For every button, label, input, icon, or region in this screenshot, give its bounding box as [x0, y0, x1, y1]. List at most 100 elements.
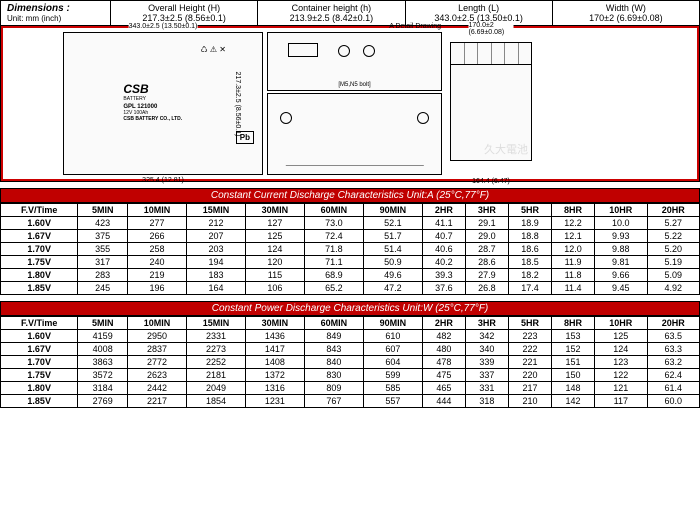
- table-cell: 482: [422, 330, 465, 343]
- table-cell: 10.0: [595, 217, 647, 230]
- table-cell: 4159: [78, 330, 128, 343]
- table-cell: 194: [186, 256, 245, 269]
- table-cell: 9.81: [595, 256, 647, 269]
- table-header: 10HR: [595, 317, 647, 330]
- table-cell: 71.1: [304, 256, 363, 269]
- diagram-left-dims: [7, 32, 59, 175]
- table-cell: 210: [508, 395, 551, 408]
- table-cell: 47.2: [363, 282, 422, 295]
- table-cell: 1417: [245, 343, 304, 356]
- table-cell: 444: [422, 395, 465, 408]
- table-cell: 2769: [78, 395, 128, 408]
- table-cell: 153: [552, 330, 595, 343]
- table-cell: 41.1: [422, 217, 465, 230]
- table-cell: 478: [422, 356, 465, 369]
- table-cell: 604: [363, 356, 422, 369]
- diagram-detail-view: A Detail Drawing [M5,N5 bolt]: [267, 32, 442, 91]
- table-cell: 5.27: [647, 217, 699, 230]
- table-cell: 849: [304, 330, 363, 343]
- table-cell: 50.9: [363, 256, 422, 269]
- table-cell: 40.6: [422, 243, 465, 256]
- table-cell: 63.3: [647, 343, 699, 356]
- table-cell: 11.4: [552, 282, 595, 295]
- table-cell: 2181: [186, 369, 245, 382]
- table-cell: 220: [508, 369, 551, 382]
- dimensions-label: Dimensions : Unit: mm (inch): [1, 1, 111, 25]
- table-header: 5MIN: [78, 204, 128, 217]
- table-cell: 221: [508, 356, 551, 369]
- terminal-neg-icon: [417, 112, 429, 124]
- row-label: 1.67V: [1, 343, 78, 356]
- table-cell: 339: [465, 356, 508, 369]
- table-cell: 266: [128, 230, 187, 243]
- diagram-area: 343.0±2.5 (13.50±0.1) ♺ ⚠ ✕ CSB BATTERY …: [1, 26, 699, 181]
- diagram-side-view: 170.0±2 (6.69±0.08) 164.4 (6.47) 久大電池: [446, 32, 536, 175]
- table-cell: 1231: [245, 395, 304, 408]
- table-header: 90MIN: [363, 204, 422, 217]
- table-row: 1.70V38632772225214088406044783392211511…: [1, 356, 700, 369]
- table-cell: 585: [363, 382, 422, 395]
- table-cell: 125: [595, 330, 647, 343]
- row-label: 1.60V: [1, 330, 78, 343]
- table-header: 20HR: [647, 204, 699, 217]
- table-header: 2HR: [422, 204, 465, 217]
- table-cell: 2623: [128, 369, 187, 382]
- table-cell: 9.66: [595, 269, 647, 282]
- table-cell: 121: [595, 382, 647, 395]
- table-cell: 18.9: [508, 217, 551, 230]
- dim-col-height: Overall Height (H) 217.3±2.5 (8.56±0.1): [111, 1, 258, 25]
- table-cell: 117: [595, 395, 647, 408]
- table-row: 1.60V42327721212773.052.141.129.118.912.…: [1, 217, 700, 230]
- watermark: 久大電池: [484, 141, 528, 157]
- table2-title: Constant Power Discharge Characteristics…: [0, 301, 700, 316]
- table-cell: 11.8: [552, 269, 595, 282]
- table-row: 1.85V24519616410665.247.237.626.817.411.…: [1, 282, 700, 295]
- table-cell: 557: [363, 395, 422, 408]
- table-cell: 465: [422, 382, 465, 395]
- table-cell: 423: [78, 217, 128, 230]
- table-header: F.V/Time: [1, 204, 78, 217]
- table-cell: 71.8: [304, 243, 363, 256]
- table-cell: 125: [245, 230, 304, 243]
- row-label: 1.75V: [1, 256, 78, 269]
- table-header: F.V/Time: [1, 317, 78, 330]
- table-cell: 212: [186, 217, 245, 230]
- table-cell: 62.4: [647, 369, 699, 382]
- table-cell: 148: [552, 382, 595, 395]
- table-cell: 18.2: [508, 269, 551, 282]
- battery-label: CSB BATTERY GPL 121000 12V 100Ah CSB BAT…: [123, 82, 182, 122]
- recycle-icon: ♺ ⚠ ✕: [201, 45, 227, 54]
- table-cell: 809: [304, 382, 363, 395]
- table-cell: 60.0: [647, 395, 699, 408]
- row-label: 1.60V: [1, 217, 78, 230]
- table2: F.V/Time5MIN10MIN15MIN30MIN60MIN90MIN2HR…: [0, 316, 700, 408]
- table-cell: 5.19: [647, 256, 699, 269]
- table-header: 30MIN: [245, 204, 304, 217]
- table-header: 90MIN: [363, 317, 422, 330]
- table-cell: 240: [128, 256, 187, 269]
- table-cell: 123: [595, 356, 647, 369]
- table-cell: 2837: [128, 343, 187, 356]
- table-cell: 2049: [186, 382, 245, 395]
- row-label: 1.70V: [1, 356, 78, 369]
- table-cell: 29.0: [465, 230, 508, 243]
- table-header: 3HR: [465, 204, 508, 217]
- terminal-pos-icon: [280, 112, 292, 124]
- table-cell: 49.6: [363, 269, 422, 282]
- table-cell: 5.22: [647, 230, 699, 243]
- table-cell: 122: [595, 369, 647, 382]
- table-cell: 1408: [245, 356, 304, 369]
- table-cell: 28.7: [465, 243, 508, 256]
- table-header: 8HR: [552, 204, 595, 217]
- table-cell: 475: [422, 369, 465, 382]
- table-header: 10HR: [595, 204, 647, 217]
- row-label: 1.80V: [1, 382, 78, 395]
- table-cell: 12.1: [552, 230, 595, 243]
- table-cell: 222: [508, 343, 551, 356]
- table-header: 2HR: [422, 317, 465, 330]
- table-row: 1.60V41592950233114368496104823422231531…: [1, 330, 700, 343]
- table-row: 1.80V28321918311568.949.639.327.918.211.…: [1, 269, 700, 282]
- table-header: 20HR: [647, 317, 699, 330]
- table-cell: 2273: [186, 343, 245, 356]
- terminal-circle-icon: [363, 45, 375, 57]
